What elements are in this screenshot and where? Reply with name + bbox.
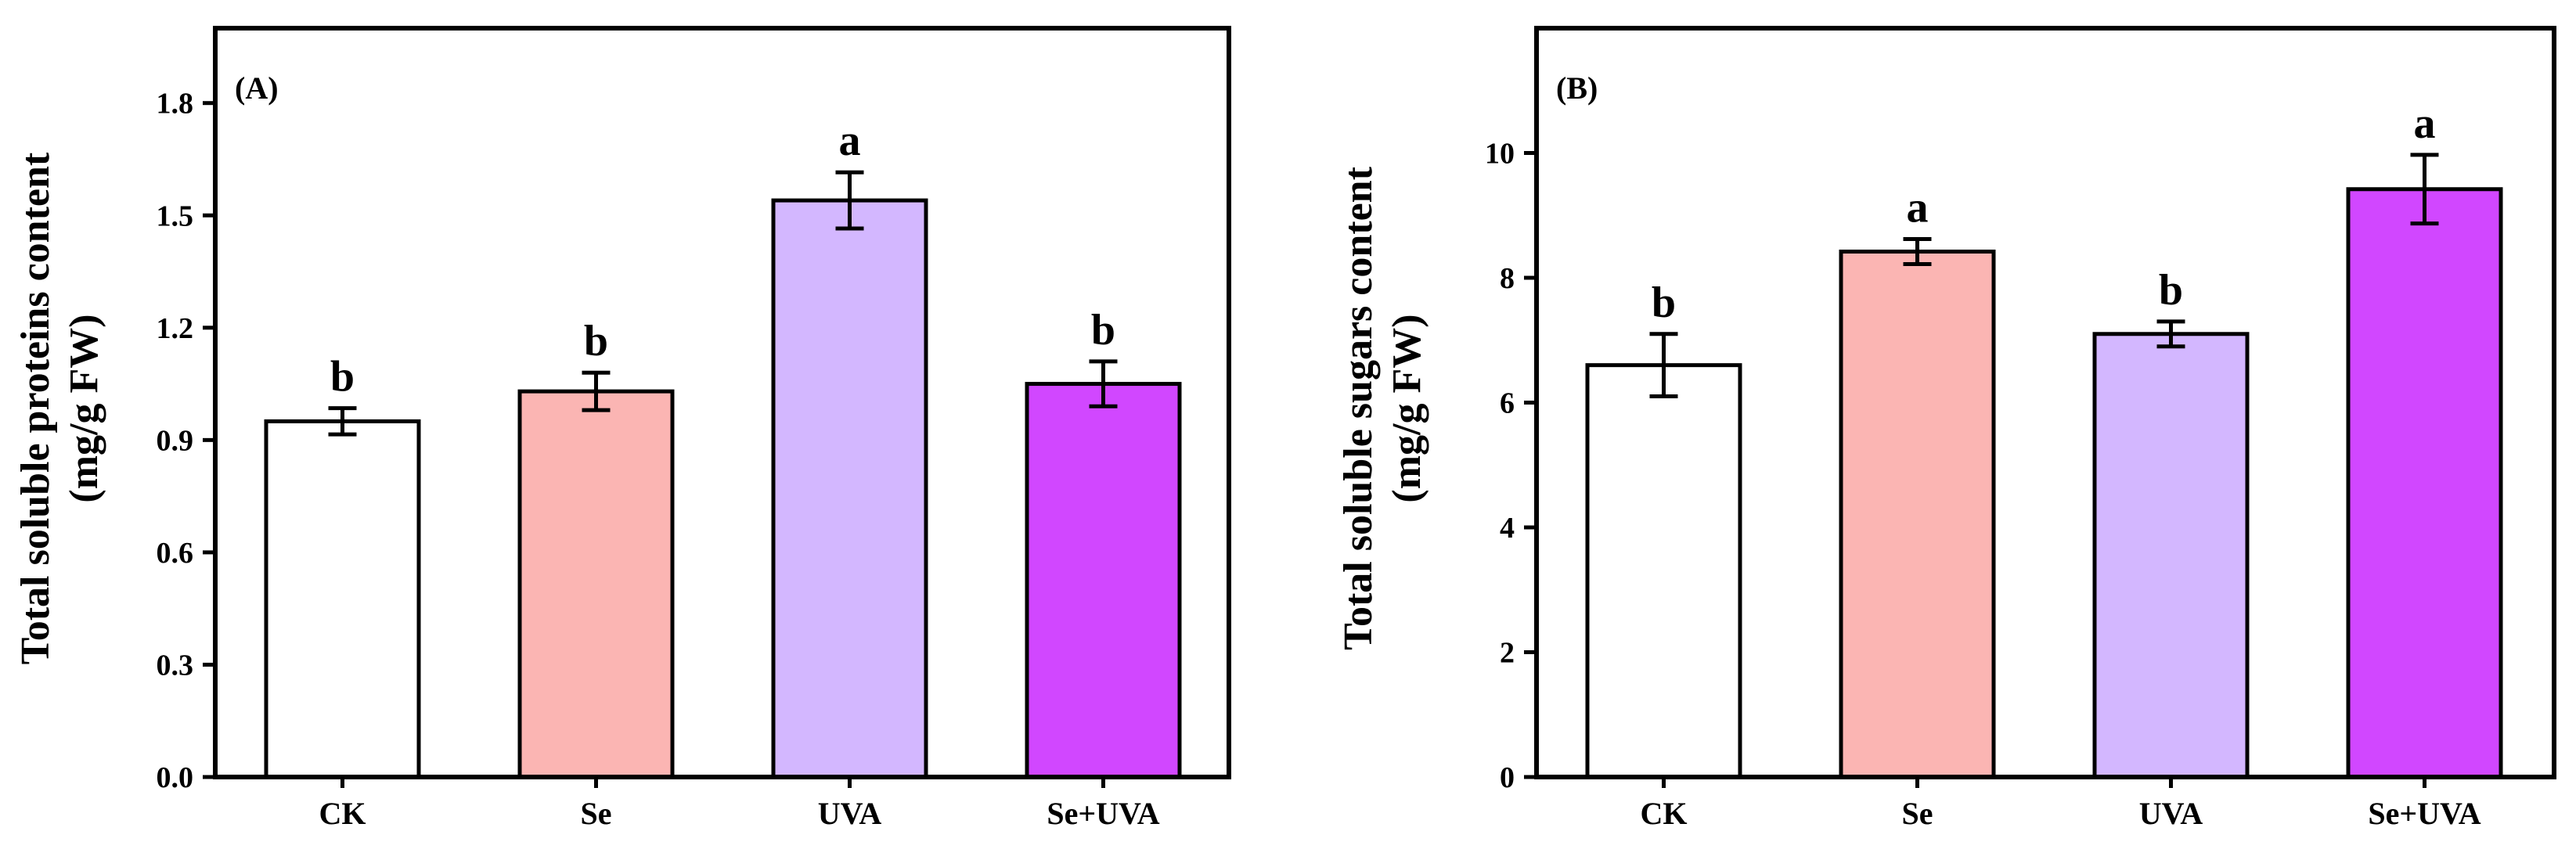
panel-label: (A) [235, 70, 279, 106]
bar-se [1839, 250, 1996, 779]
panel-b: Total soluble sugars content (mg/g FW) (… [1336, 26, 2556, 831]
x-tick-label: CK [1641, 796, 1688, 831]
y-tick-label: 0.6 [157, 537, 194, 570]
panel-a: Total soluble proteins content (mg/g FW)… [13, 26, 1231, 831]
y-axis-title-line1: Total soluble proteins content [13, 152, 58, 664]
significance-label: b [1091, 306, 1115, 354]
bar-ck [264, 419, 421, 779]
bar-uva [771, 198, 928, 779]
y-tick-label: 6 [1500, 387, 1515, 420]
y-tick-label: 0.9 [157, 424, 194, 457]
x-tick-label: Se+UVA [1047, 796, 1159, 831]
y-tick-label: 0 [1500, 761, 1515, 794]
significance-label: b [330, 353, 355, 401]
significance-label: b [584, 317, 608, 365]
significance-label: a [839, 117, 861, 165]
plot-frame [213, 26, 1231, 779]
y-axis-title-line1: Total soluble sugars content [1336, 166, 1381, 650]
bar-se-uva [1025, 382, 1182, 779]
y-tick-label: 0.0 [157, 761, 194, 794]
significance-label: a [2414, 99, 2436, 148]
bar-se-uva [2346, 187, 2503, 779]
x-tick-label: UVA [818, 796, 882, 831]
y-tick-label: 8 [1500, 262, 1515, 295]
bar-uva [2092, 332, 2250, 779]
y-tick-label: 2 [1500, 637, 1515, 670]
y-axis-title-line2: (mg/g FW) [1385, 314, 1429, 502]
plot-frame [1534, 26, 2556, 779]
significance-label: a [1907, 184, 1929, 232]
significance-label: b [1652, 279, 1676, 327]
y-axis-title-line2: (mg/g FW) [62, 314, 106, 502]
y-tick-label: 4 [1500, 512, 1515, 545]
x-tick-label: UVA [2139, 796, 2203, 831]
y-tick-label: 0.3 [157, 649, 194, 682]
bar-ck [1585, 363, 1742, 779]
y-tick-label: 1.8 [157, 88, 194, 121]
x-tick-label: Se [1902, 796, 1933, 831]
x-tick-label: CK [319, 796, 366, 831]
x-tick-label: Se [581, 796, 612, 831]
bar-se [517, 389, 675, 779]
y-tick-label: 10 [1485, 138, 1515, 171]
x-tick-label: Se+UVA [2368, 796, 2481, 831]
y-tick-label: 1.5 [157, 200, 194, 232]
y-tick-label: 1.2 [157, 312, 194, 345]
significance-label: b [2159, 266, 2183, 315]
panel-label: (B) [1556, 70, 1598, 106]
